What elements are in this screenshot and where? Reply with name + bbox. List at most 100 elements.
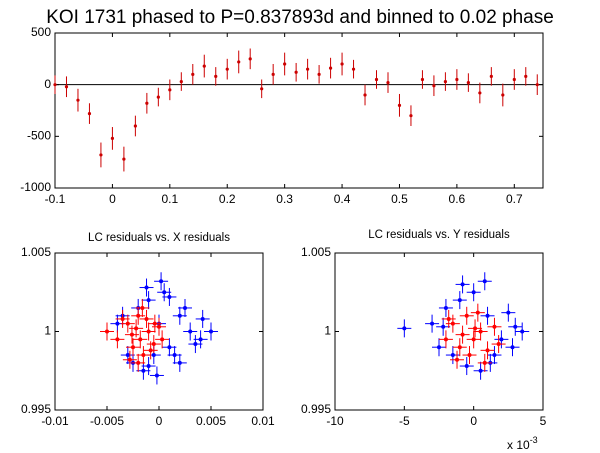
point-dot [443,337,448,342]
chart-title: KOI 1731 phased to P=0.837893d and binne… [46,7,554,28]
point-dot [177,360,182,365]
data-point [135,298,150,317]
data-point [468,319,483,338]
point-dot [473,326,478,331]
data-point [470,303,485,322]
data-point [248,57,252,61]
x-tick-label: -0.1 [45,192,66,206]
data-point [420,77,425,82]
data-point [480,341,495,360]
data-point [139,309,154,328]
data-point [489,74,493,78]
point-dot [513,324,518,329]
data-point [432,338,446,357]
data-point [214,74,218,78]
data-point [237,60,241,64]
point-dot [129,332,134,337]
data-point [141,357,156,376]
data-point [193,330,208,349]
point-dot [188,329,193,334]
data-point [455,325,470,344]
point-dot [492,324,497,329]
point-dot [520,329,525,334]
data-point [494,330,509,349]
data-point [202,64,206,68]
data-point [156,95,160,99]
point-dot [167,294,172,299]
data-point [351,67,356,71]
data-point [508,317,523,336]
point-dot [193,342,198,347]
data-point [133,330,148,349]
point-dot [146,298,151,303]
point-dot [200,316,205,321]
data-point [76,98,80,102]
x-tick-label: 0.005 [196,414,226,428]
point-dot [146,364,151,369]
point-dot [485,313,490,318]
data-point [445,314,460,333]
point-dot [475,310,480,315]
data-point [445,346,460,365]
y-tick-label: 500 [31,25,51,39]
x-tick-label: -0.005 [90,414,124,428]
data-point [477,272,492,291]
data-point [260,87,264,91]
data-point [152,317,166,336]
point-dot [402,326,407,331]
point-dot [157,324,161,329]
data-point [501,303,516,322]
data-point [455,77,459,82]
point-dot [467,353,472,358]
data-point [432,84,436,88]
point-dot [471,337,476,342]
data-point [459,357,474,376]
point-dot [120,316,125,321]
y-tick-label: 1.005 [301,245,331,259]
data-point [157,283,172,302]
x-tick-label: 0.01 [251,414,275,428]
data-point [162,287,177,306]
data-point [154,272,169,291]
data-point [452,338,467,357]
plot-area [334,252,544,411]
data-point [139,278,154,297]
point-dot [148,348,153,353]
point-dot [167,345,172,350]
point-dot [499,337,504,342]
data-point [155,330,170,349]
y-tick-label: -1000 [20,180,51,194]
data-point [149,366,164,385]
data-point [145,101,149,105]
point-dot [441,324,446,329]
point-dot [159,279,164,284]
point-dot [160,337,165,342]
point-dot [172,353,177,358]
point-dot [162,290,167,295]
chart-title: LC residuals vs. Y residuals [368,229,510,241]
data-point [397,103,402,107]
point-dot [471,290,476,295]
data-point [122,157,126,161]
point-dot [464,313,469,318]
point-dot [125,321,130,326]
data-point [438,298,453,317]
data-point [195,309,210,328]
point-dot [140,305,145,310]
point-dot [115,321,120,326]
y-tick-label: 1 [44,324,51,338]
data-point [409,114,413,118]
data-point [452,291,467,310]
x-tick-label: -10 [326,414,344,428]
data-point [473,361,488,380]
data-point [53,83,57,87]
y-tick-label: 0 [44,77,51,91]
data-point [172,306,187,325]
data-point [462,346,477,365]
point-dot [134,326,139,331]
point-dot [136,360,141,365]
multiplier-base: x 10 [507,438,530,452]
point-dot [510,345,515,350]
data-point [397,319,412,338]
point-dot [151,353,156,358]
